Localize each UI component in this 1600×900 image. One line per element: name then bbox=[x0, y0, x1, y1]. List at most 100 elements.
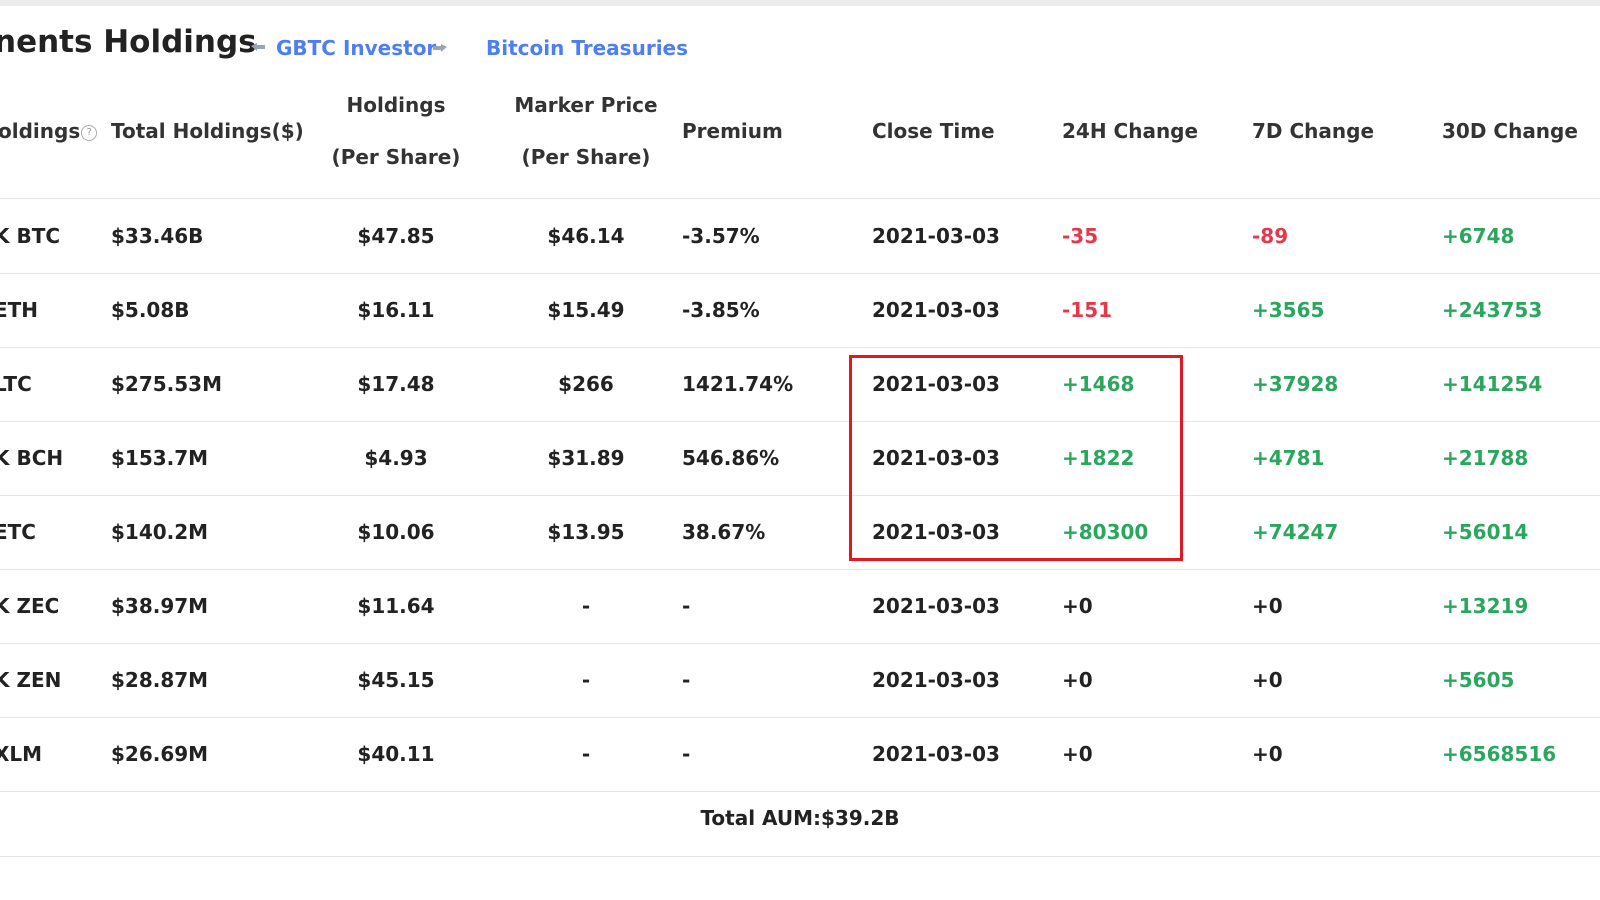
cell-close: 2021-03-03 bbox=[872, 446, 1000, 470]
cell-holdings: ETC bbox=[0, 520, 36, 544]
cell-c30: +6568516 bbox=[1442, 742, 1557, 766]
cell-c7: +0 bbox=[1252, 668, 1283, 692]
table-row: K ZEC $38.97M $11.64 - - 2021-03-03 +0 +0 +13219 bbox=[0, 569, 1600, 643]
cell-holdings: K ZEC bbox=[0, 594, 60, 618]
cell-per_share: $4.93 bbox=[364, 446, 428, 470]
cell-market: - bbox=[581, 594, 591, 618]
cell-total: $28.87M bbox=[111, 668, 209, 692]
cell-premium: - bbox=[682, 594, 691, 618]
cell-total: $38.97M bbox=[111, 594, 209, 618]
cell-c30: +141254 bbox=[1442, 372, 1543, 396]
cell-total: $275.53M bbox=[111, 372, 222, 396]
cell-c24: +0 bbox=[1062, 742, 1093, 766]
cell-total: $26.69M bbox=[111, 742, 209, 766]
cell-c30: +13219 bbox=[1442, 594, 1529, 618]
cell-total: $33.46B bbox=[111, 224, 204, 248]
cell-market: $266 bbox=[558, 372, 614, 396]
column-header-holdings: oldings? bbox=[0, 119, 98, 143]
cell-c24: +80300 bbox=[1062, 520, 1149, 544]
cell-per_share: $10.06 bbox=[357, 520, 435, 544]
cell-c30: +6748 bbox=[1442, 224, 1515, 248]
cell-c7: +3565 bbox=[1252, 298, 1325, 322]
cell-c30: +21788 bbox=[1442, 446, 1529, 470]
cell-total: $140.2M bbox=[111, 520, 209, 544]
table-row: K ZEN $28.87M $45.15 - - 2021-03-03 +0 +0 +5605 bbox=[0, 643, 1600, 717]
bitcoin-treasuries-link[interactable]: Bitcoin Treasuries bbox=[486, 36, 689, 60]
table-row: K BTC $33.46B $47.85 $46.14 -3.57% 2021-03-03… bbox=[0, 199, 1600, 273]
row-divider bbox=[0, 273, 1600, 274]
cell-per_share: $45.15 bbox=[357, 668, 435, 692]
cell-per_share: $47.85 bbox=[357, 224, 435, 248]
table-row: XLM $26.69M $40.11 - - 2021-03-03 +0 +0 +6568516 bbox=[0, 717, 1600, 791]
row-divider bbox=[0, 495, 1600, 496]
cell-close: 2021-03-03 bbox=[872, 372, 1000, 396]
cell-premium: 1421.74% bbox=[682, 372, 794, 396]
cell-per_share: $11.64 bbox=[357, 594, 435, 618]
cell-market: $13.95 bbox=[547, 520, 625, 544]
cell-market: - bbox=[581, 742, 591, 766]
cell-premium: -3.85% bbox=[682, 298, 760, 322]
cell-c7: +74247 bbox=[1252, 520, 1339, 544]
cell-c7: +37928 bbox=[1252, 372, 1339, 396]
cell-c24: -35 bbox=[1062, 224, 1099, 248]
cell-c24: +1468 bbox=[1062, 372, 1135, 396]
gbtc-investor-link[interactable]: GBTC Investor bbox=[276, 36, 437, 60]
column-header-24h-change: 24H Change bbox=[1062, 119, 1199, 143]
cell-c7: -89 bbox=[1252, 224, 1289, 248]
column-header-premium: Premium bbox=[682, 119, 783, 143]
cell-market: $31.89 bbox=[547, 446, 625, 470]
cell-close: 2021-03-03 bbox=[872, 742, 1000, 766]
cell-total: $5.08B bbox=[111, 298, 190, 322]
cell-c7: +0 bbox=[1252, 594, 1283, 618]
cell-holdings: XLM bbox=[0, 742, 43, 766]
row-divider bbox=[0, 421, 1600, 422]
cell-market: $46.14 bbox=[547, 224, 625, 248]
column-header-total-holdings: Total Holdings($) bbox=[111, 119, 304, 143]
cell-holdings: LTC bbox=[0, 372, 32, 396]
cell-premium: 546.86% bbox=[682, 446, 780, 470]
cell-close: 2021-03-03 bbox=[872, 298, 1000, 322]
cell-c24: +1822 bbox=[1062, 446, 1135, 470]
column-header-market-price: Marker Price (Per Share) bbox=[514, 93, 658, 169]
column-header-30d-change: 30D Change bbox=[1442, 119, 1578, 143]
row-divider bbox=[0, 717, 1600, 718]
table-row: K BCH $153.7M $4.93 $31.89 546.86% 2021-03-03… bbox=[0, 421, 1600, 495]
top-divider bbox=[0, 0, 1600, 6]
row-divider bbox=[0, 643, 1600, 644]
row-divider bbox=[0, 347, 1600, 348]
column-header-close-time: Close Time bbox=[872, 119, 995, 143]
table-row: ETC $140.2M $10.06 $13.95 38.67% 2021-03-03 +8… bbox=[0, 495, 1600, 569]
table-row: LTC $275.53M $17.48 $266 1421.74% 2021-03-03 +… bbox=[0, 347, 1600, 421]
cell-c24: +0 bbox=[1062, 668, 1093, 692]
page-title: nents Holdings bbox=[0, 24, 257, 60]
cell-c7: +4781 bbox=[1252, 446, 1325, 470]
cell-holdings: K ZEN bbox=[0, 668, 62, 692]
table-row: ETH $5.08B $16.11 $15.49 -3.85% 2021-03-03 -15… bbox=[0, 273, 1600, 347]
cell-premium: - bbox=[682, 668, 691, 692]
cell-c24: +0 bbox=[1062, 594, 1093, 618]
cell-per_share: $16.11 bbox=[357, 298, 435, 322]
cell-close: 2021-03-03 bbox=[872, 520, 1000, 544]
cell-c30: +243753 bbox=[1442, 298, 1543, 322]
pointing-left-icon bbox=[251, 43, 265, 51]
cell-c30: +56014 bbox=[1442, 520, 1529, 544]
cell-market: $15.49 bbox=[547, 298, 625, 322]
cell-per_share: $17.48 bbox=[357, 372, 435, 396]
header-divider bbox=[0, 198, 1600, 199]
column-header-7d-change: 7D Change bbox=[1252, 119, 1375, 143]
cell-per_share: $40.11 bbox=[357, 742, 435, 766]
pointing-right-icon bbox=[433, 44, 447, 52]
cell-c24: -151 bbox=[1062, 298, 1113, 322]
total-aum: Total AUM:$39.2B bbox=[700, 806, 900, 830]
cell-c7: +0 bbox=[1252, 742, 1283, 766]
footer-divider bbox=[0, 856, 1600, 857]
cell-premium: - bbox=[682, 742, 691, 766]
cell-total: $153.7M bbox=[111, 446, 209, 470]
cell-close: 2021-03-03 bbox=[872, 594, 1000, 618]
row-divider bbox=[0, 791, 1600, 792]
cell-holdings: K BCH bbox=[0, 446, 64, 470]
help-icon[interactable]: ? bbox=[81, 124, 98, 141]
cell-close: 2021-03-03 bbox=[872, 224, 1000, 248]
cell-close: 2021-03-03 bbox=[872, 668, 1000, 692]
cell-market: - bbox=[581, 668, 591, 692]
